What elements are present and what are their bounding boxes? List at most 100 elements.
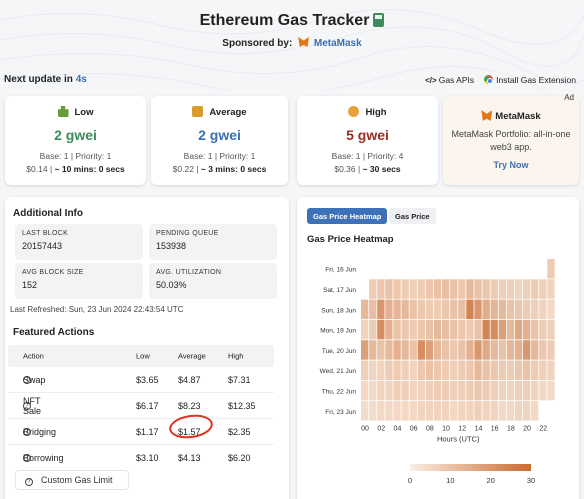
heatmap-cell <box>369 360 377 380</box>
heatmap-cell <box>458 340 466 360</box>
gas-price-heatmap: Fri, 16 Jun Sat, 17 Jun Sun, 18 Jun Mon, 19… <box>320 259 555 485</box>
heatmap-cell <box>506 279 515 299</box>
table-row[interactable]: ? NFT Sale $6.17 $8.23 $12.35 <box>8 393 274 419</box>
average-gas-card: Average 2 gwei Base: 1 | Priority: 1 $0.… <box>151 96 288 185</box>
heatmap-cell <box>474 279 482 299</box>
table-row[interactable]: ? Swap $3.65 $4.87 $7.31 <box>8 367 274 393</box>
heatmap-cell <box>531 299 539 320</box>
heatmap-cell <box>442 319 450 340</box>
heatmap-cell <box>466 319 474 340</box>
heatmap-cell <box>369 279 377 299</box>
heatmap-cell <box>490 380 498 401</box>
heatmap-cell <box>417 299 425 320</box>
high-base-priority: Base: 1 | Priority: 4 <box>331 151 404 161</box>
high-cost: $0.36 <box>334 164 356 174</box>
custom-gas-limit-button[interactable]: ? Custom Gas Limit <box>15 470 129 490</box>
row-label: Tue, 20 Jun <box>322 348 356 355</box>
heatmap-cell <box>361 340 369 360</box>
high-gwei: 5 gwei <box>346 127 389 143</box>
heatmap-cell <box>531 340 539 360</box>
x-tick-label: 20 <box>523 425 531 432</box>
heatmap-cell <box>498 380 506 401</box>
heatmap-cell <box>442 299 450 320</box>
heatmap-cell <box>377 380 385 401</box>
heatmap-cell <box>498 279 506 299</box>
rocket-icon <box>348 106 360 117</box>
heatmap-cell <box>425 319 434 340</box>
heatmap-cell <box>425 299 434 320</box>
heatmap-cell <box>523 380 531 401</box>
heatmap-cell <box>450 401 458 421</box>
heatmap-cell <box>466 380 474 401</box>
sponsor-label: Sponsored by: <box>222 38 293 49</box>
heatmap-cell <box>425 401 434 421</box>
heatmap-cell <box>474 299 482 320</box>
heatmap-cell <box>474 340 482 360</box>
tab-gas-price-heatmap[interactable]: Gas Price Heatmap <box>307 208 388 224</box>
heatmap-cell <box>450 299 458 320</box>
heatmap-cell <box>442 279 450 299</box>
heatmap-title: Gas Price Heatmap <box>307 234 394 245</box>
heatmap-cell <box>409 299 417 320</box>
table-row[interactable]: ? Borrowing $3.10 $4.13 $6.20 <box>23 453 251 463</box>
heatmap-cell <box>490 401 498 421</box>
x-tick-label: 18 <box>507 425 515 432</box>
heatmap-cell <box>450 319 458 340</box>
heatmap-cell <box>450 360 458 380</box>
heatmap-cell <box>531 401 539 421</box>
page-title: Ethereum Gas Tracker <box>0 12 584 30</box>
heatmap-cell <box>409 279 417 299</box>
pending-queue-stat: PENDING QUEUE 153938 <box>149 224 277 260</box>
heatmap-cell <box>385 279 393 299</box>
tab-gas-price[interactable]: Gas Price <box>389 208 436 224</box>
heatmap-cell <box>523 319 531 340</box>
metamask-ad-card[interactable]: Ad MetaMask MetaMask Portfolio: all-in-o… <box>443 93 579 185</box>
low-base-priority: Base: 1 | Priority: 1 <box>39 151 112 161</box>
heatmap-cell <box>458 380 466 401</box>
heatmap-cell <box>539 380 547 401</box>
code-icon: </> <box>425 76 437 85</box>
heatmap-cell <box>498 401 506 421</box>
heatmap-cell <box>393 401 401 421</box>
heatmap-cell <box>474 380 482 401</box>
heatmap-cell <box>514 299 523 320</box>
low-cost: $0.14 <box>26 164 48 174</box>
heatmap-cell <box>523 360 531 380</box>
sponsor-link[interactable]: MetaMask <box>313 38 362 49</box>
help-icon[interactable]: ? <box>23 401 31 410</box>
try-now-link[interactable]: Try Now <box>493 160 529 170</box>
row-label: Mon, 19 Jun <box>320 328 356 335</box>
gas-apis-link[interactable]: </> Gas APIs <box>425 75 475 85</box>
additional-info-panel: Additional Info LAST BLOCK 20157443 PEND… <box>5 197 289 499</box>
heatmap-cell <box>450 340 458 360</box>
metamask-fox-icon <box>481 110 493 121</box>
heatmap-cell <box>466 401 474 421</box>
row-label: Fri, 16 Jun <box>325 267 356 274</box>
heatmap-cell <box>514 360 523 380</box>
heatmap-cell <box>547 360 555 380</box>
help-icon[interactable]: ? <box>23 454 31 462</box>
heatmap-cell <box>514 279 523 299</box>
help-icon[interactable]: ? <box>23 427 31 436</box>
heatmap-cell <box>401 340 409 360</box>
help-icon[interactable]: ? <box>23 375 31 384</box>
ad-body: MetaMask Portfolio: all-in-one web3 app. <box>451 129 571 152</box>
heatmap-cell <box>369 340 377 360</box>
table-row[interactable]: ? Bridging $1.17 $1.57 $2.35 <box>8 419 274 445</box>
colorbar-tick-label: 20 <box>486 476 494 485</box>
heatmap-cell <box>506 360 515 380</box>
low-gwei: 2 gwei <box>54 127 97 143</box>
heatmap-cell <box>523 401 531 421</box>
heatmap-cell <box>361 319 369 340</box>
low-time: ~ 10 mins: 0 secs <box>54 164 125 174</box>
install-extension-link[interactable]: Install Gas Extension <box>484 75 576 85</box>
heatmap-cell <box>393 299 401 320</box>
heatmap-cell <box>425 340 434 360</box>
average-time: ~ 3 mins: 0 secs <box>200 164 267 174</box>
heatmap-cell <box>466 340 474 360</box>
heatmap-cell <box>361 360 369 380</box>
heatmap-cell <box>539 340 547 360</box>
heatmap-cell <box>377 401 385 421</box>
heatmap-cell <box>466 360 474 380</box>
